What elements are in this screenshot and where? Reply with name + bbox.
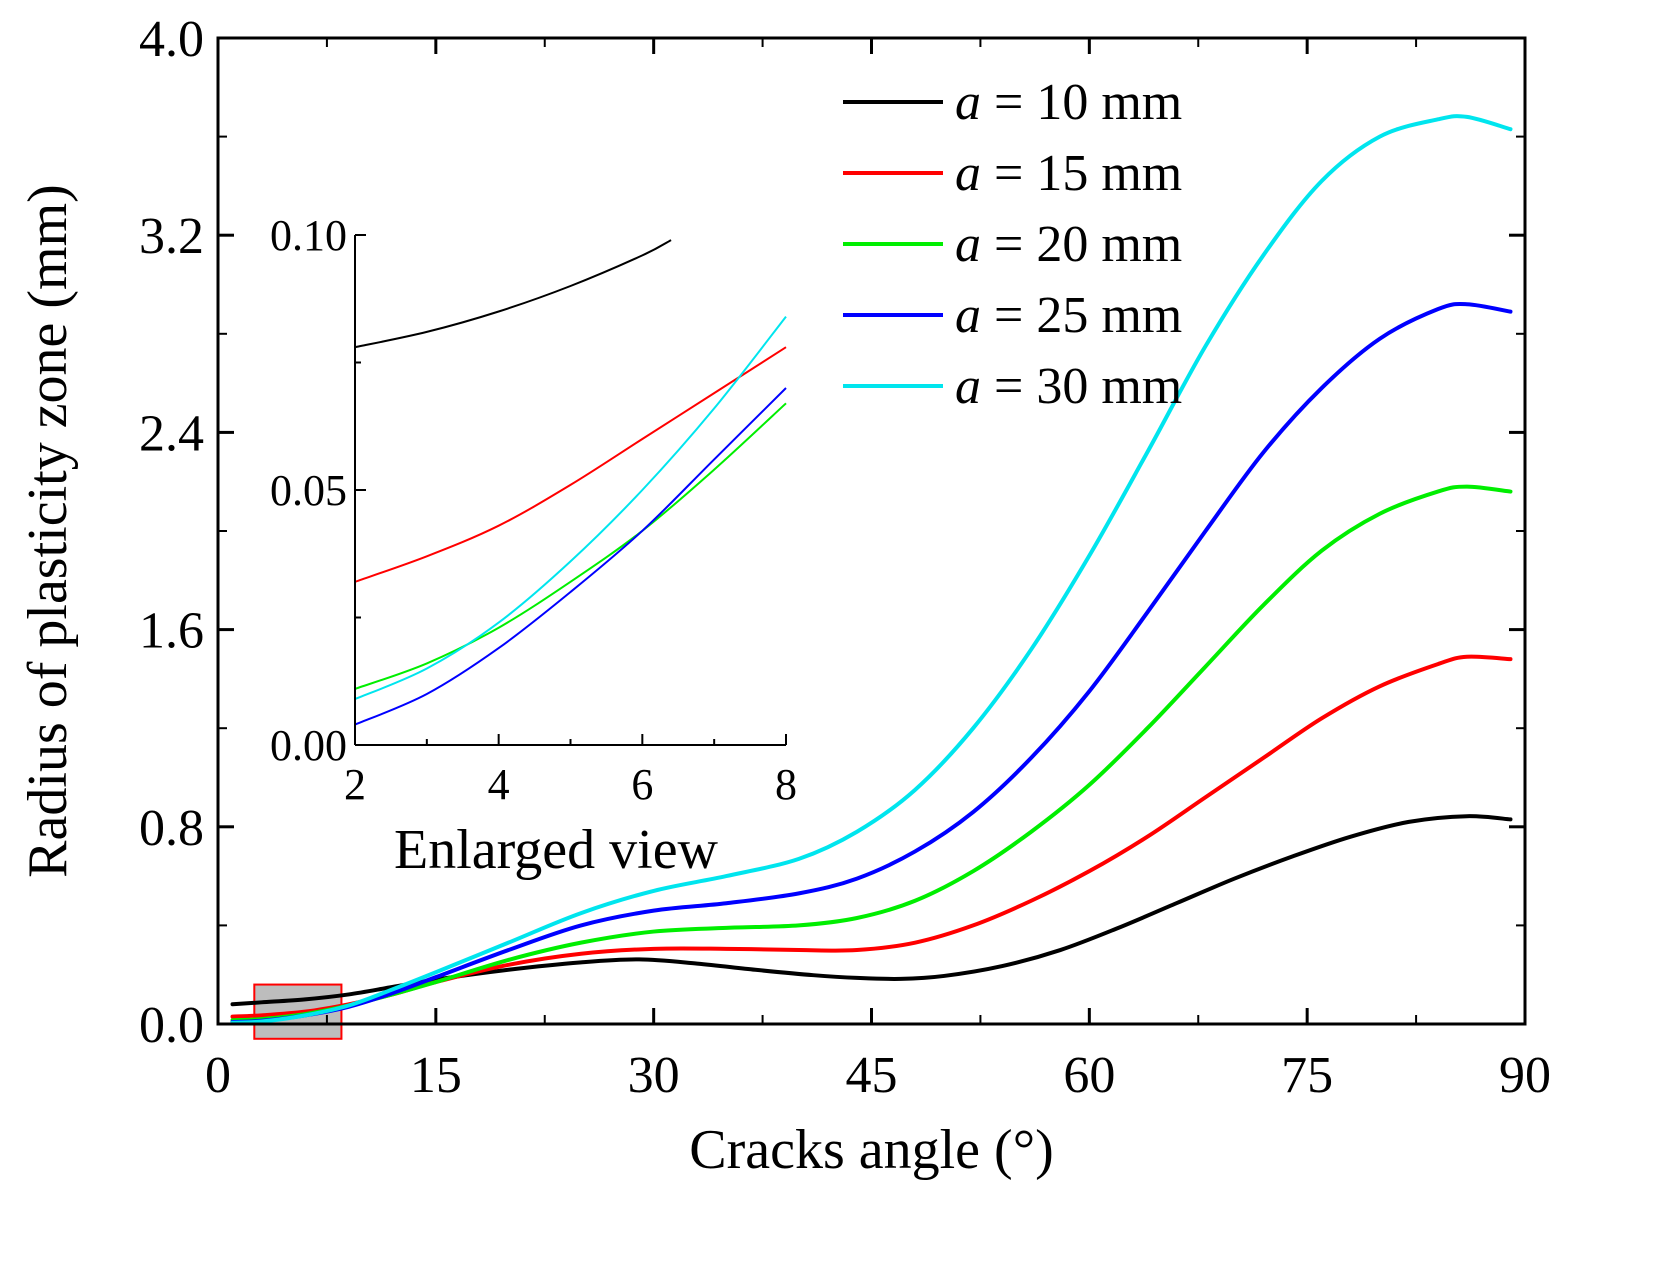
inset-series-line-2	[354, 346, 787, 583]
y-tick-label: 4.0	[139, 11, 204, 68]
y-tick-label: 1.6	[139, 603, 204, 660]
x-tick-label: 0	[205, 1047, 231, 1104]
x-tick-label: 15	[410, 1047, 462, 1104]
x-tick-label: 75	[1281, 1047, 1333, 1104]
y-tick-label: 3.2	[139, 208, 204, 265]
inset-chart: 2 4 6 8 0.00 0.05 0.10 Enlarged view	[270, 211, 797, 881]
y-tick-label: 0.0	[139, 997, 204, 1054]
y-axis-title: Radius of plasticity zone (mm)	[17, 184, 79, 878]
inset-background	[351, 231, 790, 745]
inset-x-tick-label: 4	[488, 760, 510, 809]
x-axis-title: Cracks angle (°)	[689, 1119, 1053, 1181]
inset-x-tick-label: 8	[775, 760, 797, 809]
inset-series-line-4	[354, 387, 787, 726]
legend: a = 10 mm a = 15 mm a = 20 mm a = 25 mm a = …	[843, 74, 1182, 415]
main-tick-group: 0 15 30 45 60 75 90 0.0 0.8 1.6 2.4 3.2 4.0	[139, 11, 1551, 1104]
inset-series-line-5	[354, 315, 787, 701]
legend-label-3: a = 20 mm	[955, 216, 1182, 273]
legend-label-1: a = 10 mm	[955, 74, 1182, 131]
x-tick-label: 30	[628, 1047, 680, 1104]
inset-y-tick-label: 0.00	[270, 721, 347, 770]
inset-x-tick-label: 6	[631, 760, 653, 809]
main-series-group	[230, 114, 1513, 1025]
x-tick-label: 60	[1063, 1047, 1115, 1104]
y-tick-label: 0.8	[139, 800, 204, 857]
series-line-1	[230, 814, 1513, 1007]
x-tick-label: 45	[846, 1047, 898, 1104]
inset-y-tick-label: 0.05	[270, 466, 347, 515]
y-tick-label: 2.4	[139, 405, 204, 462]
legend-label-4: a = 25 mm	[955, 287, 1182, 344]
inset-caption: Enlarged view	[394, 819, 719, 881]
x-tick-label: 90	[1499, 1047, 1551, 1104]
legend-label-2: a = 15 mm	[955, 145, 1182, 202]
inset-y-tick-label: 0.10	[270, 211, 347, 260]
inset-x-tick-label: 2	[344, 760, 366, 809]
inset-series-line-1	[354, 239, 672, 349]
inset-series-line-3	[354, 402, 787, 690]
legend-label-5: a = 30 mm	[955, 358, 1182, 415]
series-line-4	[230, 302, 1513, 1025]
series-line-5	[230, 114, 1513, 1025]
